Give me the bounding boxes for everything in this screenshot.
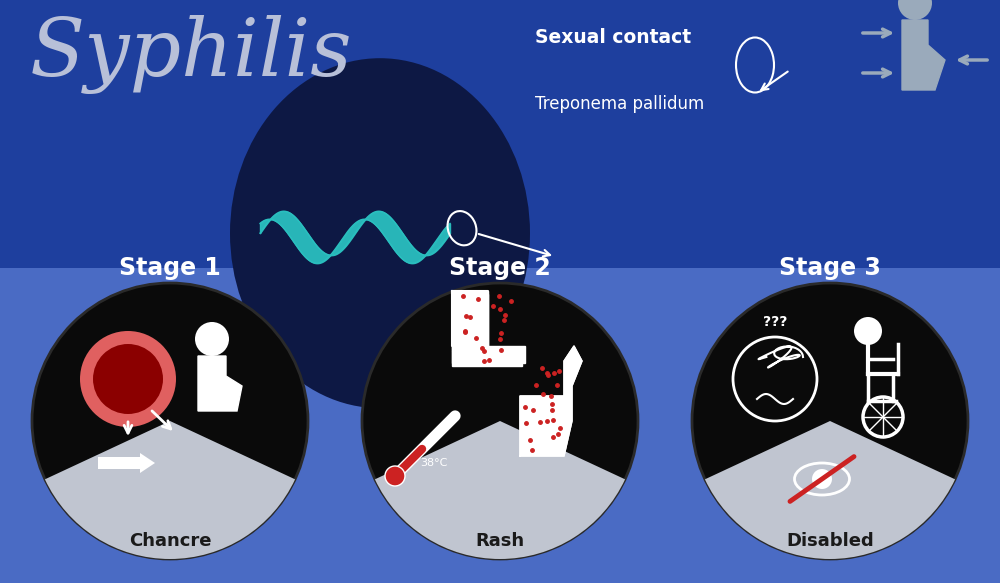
Polygon shape [452, 346, 525, 363]
Circle shape [854, 317, 882, 345]
Text: 38°C: 38°C [420, 458, 447, 468]
Polygon shape [198, 356, 242, 411]
Circle shape [812, 469, 832, 489]
Text: Syphilis: Syphilis [30, 15, 352, 94]
Wedge shape [375, 421, 625, 559]
Circle shape [93, 344, 163, 414]
Text: Disabled: Disabled [786, 532, 874, 550]
Ellipse shape [230, 58, 530, 408]
Circle shape [362, 283, 638, 559]
FancyArrow shape [98, 453, 155, 473]
Polygon shape [452, 291, 488, 346]
Polygon shape [902, 20, 945, 90]
Circle shape [195, 322, 229, 356]
Text: Stage 3: Stage 3 [779, 256, 881, 280]
Circle shape [385, 466, 405, 486]
Wedge shape [45, 421, 295, 559]
Text: Rash: Rash [475, 532, 525, 550]
Text: Stage 1: Stage 1 [119, 256, 221, 280]
Polygon shape [520, 346, 582, 456]
Circle shape [692, 283, 968, 559]
Polygon shape [452, 351, 522, 366]
Polygon shape [452, 294, 488, 351]
Wedge shape [705, 421, 955, 559]
Bar [0, 268, 1000, 583]
Circle shape [32, 283, 308, 559]
Text: Sexual contact: Sexual contact [535, 28, 691, 47]
Text: Chancre: Chancre [129, 532, 211, 550]
Text: Stage 2: Stage 2 [449, 256, 551, 280]
Text: ???: ??? [763, 315, 787, 329]
Circle shape [898, 0, 932, 20]
Circle shape [80, 331, 176, 427]
Bar [0, 0, 1000, 268]
Text: Treponema pallidum: Treponema pallidum [535, 95, 704, 113]
